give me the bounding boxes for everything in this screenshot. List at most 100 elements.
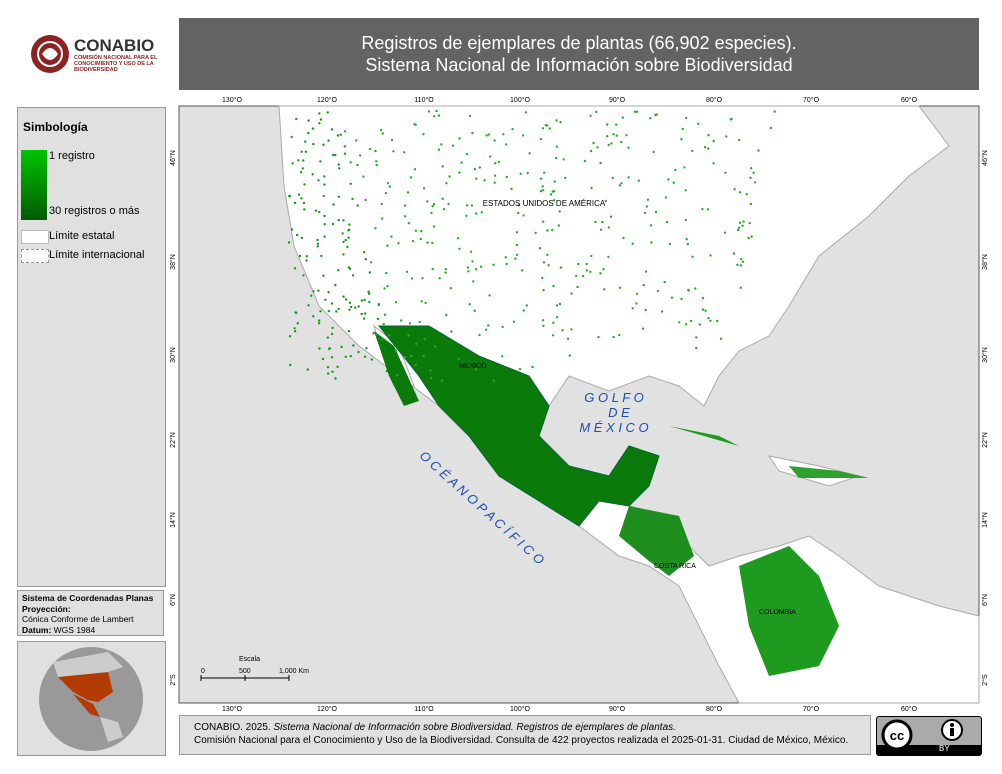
record <box>323 175 326 178</box>
lat-label: 38°N <box>981 254 989 270</box>
record <box>327 347 331 351</box>
record <box>559 266 563 269</box>
record <box>324 298 327 301</box>
record <box>769 126 773 130</box>
record <box>316 238 319 242</box>
record <box>504 143 508 146</box>
record <box>606 135 609 138</box>
scale: Escala 0 500 1,000 Km <box>200 656 309 681</box>
record <box>307 119 310 122</box>
record <box>322 143 325 146</box>
record <box>386 182 390 185</box>
record <box>432 203 436 206</box>
record <box>663 280 666 284</box>
record <box>351 274 355 277</box>
record <box>739 286 742 289</box>
text: Proyección: <box>22 603 71 614</box>
record <box>757 149 760 152</box>
record <box>343 152 347 155</box>
record <box>370 358 373 361</box>
record <box>566 337 570 340</box>
record <box>420 300 423 303</box>
record <box>323 235 326 238</box>
record <box>362 317 366 320</box>
record <box>429 369 432 372</box>
lon-label: 110°O <box>414 96 434 104</box>
record <box>635 302 638 305</box>
record <box>488 294 491 297</box>
record <box>343 130 347 133</box>
record <box>493 181 496 184</box>
record <box>612 335 615 339</box>
record <box>344 298 348 301</box>
record <box>440 379 444 382</box>
record <box>343 145 346 148</box>
record <box>611 176 614 180</box>
record <box>555 304 559 307</box>
record <box>712 162 715 165</box>
record <box>581 274 585 278</box>
cc-icon: cc <box>877 719 981 755</box>
record <box>542 261 546 264</box>
record <box>326 336 329 339</box>
lat-label: 38°N <box>169 254 177 270</box>
record <box>445 182 448 185</box>
record <box>407 222 410 225</box>
record <box>330 302 334 305</box>
record <box>749 167 753 170</box>
record <box>289 363 292 367</box>
record <box>368 271 371 274</box>
map-label: ESTADOS UNIDOS DE AMÉRICA <box>483 199 606 208</box>
record <box>375 160 378 163</box>
lat-label: 6°N <box>169 594 177 606</box>
record <box>539 137 543 141</box>
record <box>403 355 407 359</box>
record <box>319 310 322 313</box>
record <box>738 138 741 142</box>
record <box>577 262 580 266</box>
record <box>517 204 520 207</box>
record <box>392 150 395 153</box>
record <box>501 325 504 329</box>
record <box>489 155 492 158</box>
record <box>622 236 625 240</box>
record <box>528 152 531 155</box>
scale-label: 0 <box>201 668 205 675</box>
record <box>703 146 707 149</box>
record <box>485 134 488 137</box>
record <box>458 137 461 140</box>
record <box>493 174 497 177</box>
record <box>707 134 710 137</box>
record <box>431 205 434 208</box>
record <box>741 224 744 227</box>
lon-label: 130°O <box>222 96 242 104</box>
record <box>687 289 691 292</box>
record <box>585 262 588 266</box>
record <box>672 181 675 184</box>
record <box>297 159 300 162</box>
record <box>426 200 429 203</box>
record <box>293 267 297 270</box>
record <box>314 209 318 212</box>
record <box>667 178 670 181</box>
text: Datum: WGS 1984 <box>22 625 159 636</box>
record <box>306 368 309 371</box>
record <box>680 297 683 301</box>
record <box>570 292 573 295</box>
record <box>590 254 593 258</box>
record <box>738 221 742 224</box>
record <box>706 208 710 211</box>
record <box>548 127 551 130</box>
record <box>618 184 622 187</box>
map-label: MÉXICO <box>459 361 487 370</box>
record <box>300 150 303 153</box>
record <box>612 133 615 136</box>
record <box>451 144 455 147</box>
lat-label: 30°N <box>981 347 989 363</box>
record <box>411 240 415 243</box>
record <box>290 228 294 231</box>
record <box>444 271 447 274</box>
record <box>435 109 438 113</box>
record <box>542 220 545 223</box>
